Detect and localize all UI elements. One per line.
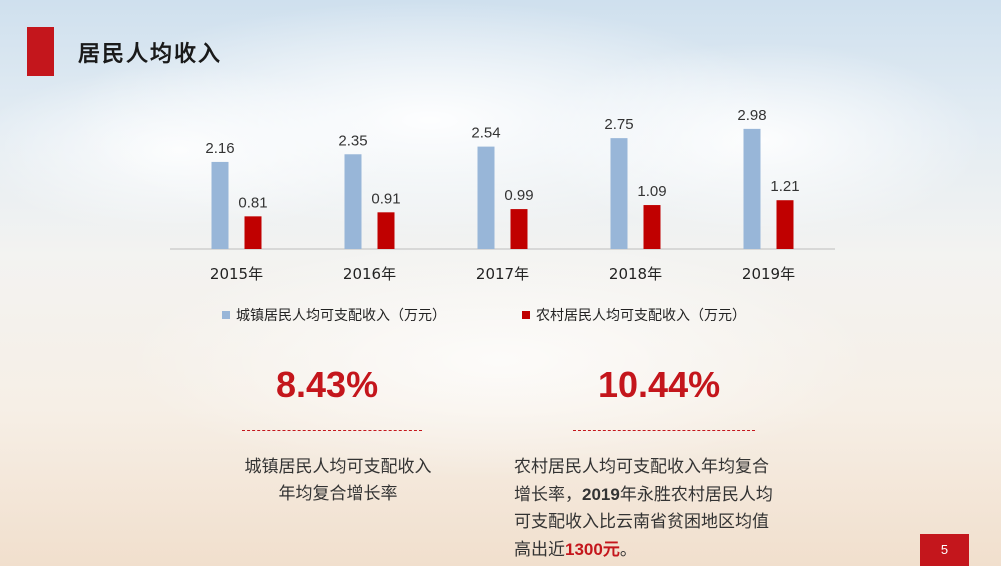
urban-growth-rate: 8.43% — [276, 364, 379, 405]
urban-desc-line1: 城镇居民人均可支配收入 — [244, 457, 432, 477]
rural-desc-line2-a: 增长率， — [514, 485, 582, 505]
urban-description: 城镇居民人均可支配收入 年均复合增长率 — [228, 454, 448, 508]
bar-rural-0 — [244, 216, 262, 249]
legend-rural-label: 农村居民人均可支配收入（万元） — [536, 308, 746, 324]
label-urban-2: 2.54 — [471, 125, 500, 142]
rural-divider — [573, 430, 755, 431]
legend-urban: 城镇居民人均可支配收入（万元） — [222, 305, 446, 325]
rural-desc-amount: 1300元 — [565, 540, 620, 559]
rural-desc-line3: 可支配收入比云南省贫困地区均值 — [514, 512, 769, 532]
legend-rural: 农村居民人均可支配收入（万元） — [522, 305, 746, 325]
legend-rural-swatch — [522, 311, 530, 319]
rural-description: 农村居民人均可支配收入年均复合 增长率，2019年永胜农村居民人均 可支配收入比… — [514, 454, 844, 564]
page-number: 5 — [920, 534, 969, 566]
label-rural-0: 0.81 — [238, 194, 267, 211]
title-accent-bar — [27, 27, 54, 76]
label-rural-1: 0.91 — [371, 190, 400, 207]
label-urban-3: 2.75 — [604, 116, 633, 133]
bar-rural-2 — [510, 209, 528, 249]
label-rural-4: 1.21 — [770, 178, 799, 195]
rural-desc-line4: 高出近1300元。 — [514, 536, 844, 564]
label-urban-1: 2.35 — [338, 132, 367, 149]
label-rural-2: 0.99 — [504, 187, 533, 204]
bar-urban-3 — [610, 138, 628, 249]
label-rural-3: 1.09 — [637, 183, 666, 200]
rural-desc-line2: 增长率，2019年永胜农村居民人均 — [514, 481, 844, 509]
category-label-4: 2019年 — [742, 265, 795, 283]
page-title: 居民人均收入 — [78, 41, 223, 67]
bar-rural-3 — [643, 205, 661, 249]
bar-urban-0 — [211, 161, 229, 249]
urban-desc-line2: 年均复合增长率 — [278, 484, 398, 504]
label-urban-0: 2.16 — [205, 140, 234, 157]
category-label-0: 2015年 — [210, 265, 263, 283]
income-bar-chart: 2.16 0.81 2015年 2.35 0.91 2016年 2.54 0.99 2017年 2… — [170, 107, 835, 283]
bar-rural-4 — [776, 200, 794, 249]
urban-divider — [242, 430, 422, 431]
category-label-1: 2016年 — [343, 265, 396, 283]
bar-urban-2 — [477, 146, 495, 249]
rural-desc-line4-b: 。 — [619, 540, 637, 560]
legend-urban-label: 城镇居民人均可支配收入（万元） — [236, 308, 446, 324]
legend-urban-swatch — [222, 311, 230, 319]
rural-growth-rate: 10.44% — [598, 364, 721, 405]
bar-urban-1 — [344, 154, 362, 249]
category-label-2: 2017年 — [476, 265, 529, 283]
bar-urban-4 — [743, 128, 761, 249]
rural-desc-line2-b: 年永胜农村居民人均 — [619, 485, 773, 505]
rural-desc-line4-a: 高出近 — [514, 540, 565, 560]
category-label-3: 2018年 — [609, 265, 662, 283]
label-urban-4: 2.98 — [737, 107, 766, 124]
rural-desc-line1: 农村居民人均可支配收入年均复合 — [514, 457, 769, 477]
bar-rural-1 — [377, 212, 395, 249]
rural-desc-year: 2019 — [582, 485, 620, 504]
